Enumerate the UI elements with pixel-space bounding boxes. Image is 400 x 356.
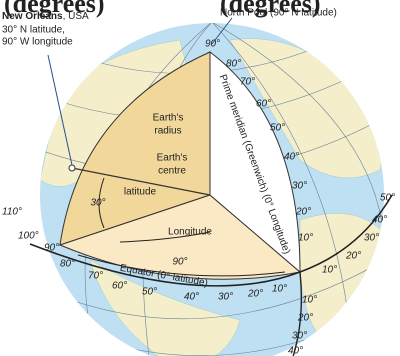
degree-label: 10° xyxy=(272,284,287,295)
city-coords: 90° W longitude xyxy=(2,37,73,48)
latitude-arc xyxy=(98,177,105,229)
degree-label: 20° xyxy=(295,207,311,218)
radius-label: radius xyxy=(154,126,181,137)
prime-meridian-sector xyxy=(209,50,301,274)
degree-label: 20° xyxy=(297,313,313,324)
degree-label: 20° xyxy=(247,289,263,300)
pole-label: North Pool (90° N latitude) xyxy=(220,8,337,19)
degree-label: 20° xyxy=(345,251,361,262)
latitude-label: latitude xyxy=(124,187,157,198)
degree-label: 70° xyxy=(240,77,255,88)
city-label: New Orleans, USA xyxy=(2,11,89,22)
longitude-angle: 90° xyxy=(172,257,187,268)
city-point xyxy=(68,164,76,172)
degree-label: 10° xyxy=(322,265,337,276)
degree-label: 60° xyxy=(256,99,271,110)
degree-label: 50° xyxy=(270,123,285,134)
degree-label: 30° xyxy=(364,233,379,244)
degree-label: 70° xyxy=(88,271,103,282)
degree-label: 40° xyxy=(284,152,299,163)
degree-label: 30° xyxy=(218,292,233,303)
equator-line xyxy=(29,194,393,287)
degree-label: 30° xyxy=(292,181,307,192)
degree-label: 30° xyxy=(292,331,307,342)
radius-label: Earth's xyxy=(153,113,184,124)
latitude-sector xyxy=(59,51,211,246)
degree-label: 90° xyxy=(205,39,220,50)
degree-label: 10° xyxy=(302,295,317,306)
header-right: (degrees) xyxy=(220,0,321,18)
header-left: (degrees) xyxy=(4,0,105,18)
degree-label: 80° xyxy=(60,259,75,270)
degree-label: 10° xyxy=(298,233,313,244)
degree-label: 40° xyxy=(372,215,387,226)
city-country: , USA xyxy=(63,11,89,22)
pole-pointer xyxy=(211,17,233,45)
centre-label: Earth's xyxy=(157,153,188,164)
longitude-arc xyxy=(119,231,211,243)
radius-line xyxy=(71,167,211,196)
degree-label: 50° xyxy=(142,287,157,298)
longitude-angle-arc xyxy=(77,254,286,277)
centre-label: centre xyxy=(158,166,186,177)
degree-label: 60° xyxy=(112,281,127,292)
degree-label: 40° xyxy=(184,292,199,303)
degree-label: 40° xyxy=(288,346,303,356)
meridian-south xyxy=(292,271,303,356)
degree-label: 90° xyxy=(44,243,59,254)
city-pointer xyxy=(47,54,73,166)
degree-label: 50° xyxy=(380,193,395,204)
degree-label: 80° xyxy=(226,59,241,70)
city-name: New Orleans xyxy=(2,11,63,22)
city-coords: 30° N latitude, xyxy=(2,25,65,36)
longitude-label: Longitude xyxy=(168,227,212,238)
degree-label: 100° xyxy=(18,231,39,242)
latitude-angle: 30° xyxy=(90,198,105,209)
degree-label: 110° xyxy=(2,207,22,218)
